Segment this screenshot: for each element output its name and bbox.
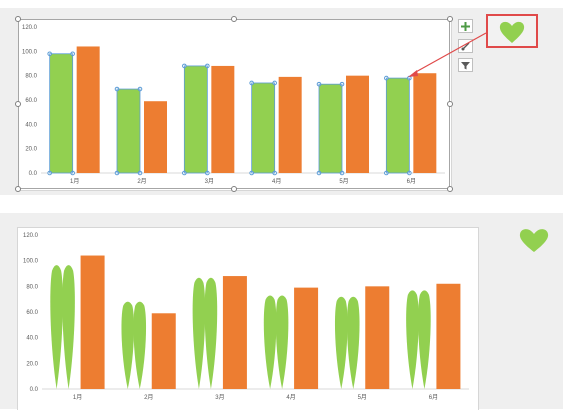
y-tick-label: 120.0 bbox=[23, 233, 39, 239]
x-tick-label: 2月 bbox=[144, 394, 153, 401]
y-tick-label: 40.0 bbox=[25, 122, 37, 128]
chart-filters-button[interactable] bbox=[458, 58, 473, 72]
y-tick-label: 100.0 bbox=[23, 259, 39, 265]
heart-petal-bar[interactable] bbox=[334, 296, 348, 389]
y-tick-label: 60.0 bbox=[26, 310, 38, 316]
bar-series-2[interactable] bbox=[436, 283, 461, 389]
bar-selection-outline bbox=[49, 53, 74, 174]
bar-series-2[interactable] bbox=[80, 255, 105, 389]
bar-series-2[interactable] bbox=[144, 101, 167, 173]
heart-petal-bar[interactable] bbox=[192, 277, 206, 389]
heart-petal-bar[interactable] bbox=[418, 290, 431, 389]
bar-selection-outline bbox=[251, 82, 276, 174]
bar-selection-outline bbox=[385, 77, 410, 174]
resize-handle-top-center[interactable] bbox=[231, 16, 237, 22]
heart-petal-bar[interactable] bbox=[275, 295, 289, 389]
resize-handle-middle-left[interactable] bbox=[15, 101, 21, 107]
heart-petal-bar[interactable] bbox=[133, 301, 147, 389]
bar-selection-outline bbox=[318, 83, 343, 174]
x-tick-label: 6月 bbox=[429, 394, 438, 401]
y-tick-label: 60.0 bbox=[25, 98, 37, 104]
x-tick-label: 5月 bbox=[358, 394, 367, 401]
heart-icon[interactable] bbox=[499, 20, 525, 44]
y-tick-label: 80.0 bbox=[26, 284, 38, 290]
bar-series-2[interactable] bbox=[278, 76, 302, 173]
y-tick-label: 0.0 bbox=[30, 387, 39, 393]
x-tick-label: 6月 bbox=[407, 178, 416, 185]
bar-series-2[interactable] bbox=[151, 313, 176, 389]
bar-series-1[interactable] bbox=[117, 89, 140, 173]
bar-series-1[interactable] bbox=[49, 53, 73, 174]
y-tick-label: 100.0 bbox=[22, 49, 38, 55]
bar-series-2[interactable] bbox=[222, 276, 247, 389]
chart-elements-button[interactable] bbox=[458, 19, 473, 33]
x-tick-label: 5月 bbox=[339, 178, 348, 185]
bar-series-1[interactable] bbox=[251, 82, 275, 173]
y-tick-label: 0.0 bbox=[29, 171, 38, 177]
heart-petal-bar[interactable] bbox=[204, 277, 218, 389]
plus-icon bbox=[461, 21, 470, 31]
heart-petal-bar[interactable] bbox=[263, 295, 277, 389]
resize-handle-bottom-center[interactable] bbox=[231, 186, 237, 192]
bar-series-2[interactable] bbox=[346, 75, 369, 173]
resize-handle-top-left[interactable] bbox=[15, 16, 21, 22]
heart-petal-bar[interactable] bbox=[50, 265, 63, 389]
bar-series-2[interactable] bbox=[211, 65, 235, 173]
x-tick-label: 3月 bbox=[205, 178, 214, 185]
y-tick-label: 80.0 bbox=[25, 74, 37, 80]
resize-handle-middle-right[interactable] bbox=[447, 101, 453, 107]
heart-petal-bar[interactable] bbox=[406, 290, 419, 389]
bar-series-2[interactable] bbox=[76, 46, 100, 173]
y-tick-label: 20.0 bbox=[25, 147, 37, 153]
x-tick-label: 4月 bbox=[286, 394, 295, 401]
bar-series-1[interactable] bbox=[319, 84, 342, 173]
bar-series-2[interactable] bbox=[365, 286, 390, 389]
heart-icon[interactable] bbox=[519, 227, 549, 253]
x-tick-label: 1月 bbox=[73, 394, 82, 401]
x-tick-label: 1月 bbox=[70, 178, 79, 185]
y-tick-label: 40.0 bbox=[26, 336, 38, 342]
bar-selection-outline bbox=[183, 65, 208, 174]
resize-handle-top-right[interactable] bbox=[447, 16, 453, 22]
bar-series-1[interactable] bbox=[184, 65, 208, 173]
x-tick-label: 4月 bbox=[272, 178, 281, 185]
x-tick-label: 2月 bbox=[137, 178, 146, 185]
bar-selection-outline bbox=[116, 88, 141, 174]
heart-petal-bar[interactable] bbox=[62, 265, 75, 389]
y-tick-label: 120.0 bbox=[22, 25, 38, 31]
heart-petal-bar[interactable] bbox=[346, 296, 360, 389]
x-tick-label: 3月 bbox=[215, 394, 224, 401]
resize-handle-bottom-right[interactable] bbox=[447, 186, 453, 192]
y-tick-label: 20.0 bbox=[26, 361, 38, 367]
bar-series-1[interactable] bbox=[386, 78, 410, 173]
bar-series-2[interactable] bbox=[413, 73, 437, 173]
heart-callout-box bbox=[486, 14, 538, 48]
resize-handle-bottom-left[interactable] bbox=[15, 186, 21, 192]
filter-icon bbox=[461, 61, 470, 69]
bar-series-2[interactable] bbox=[294, 287, 319, 389]
heart-petal-bar[interactable] bbox=[121, 301, 135, 389]
